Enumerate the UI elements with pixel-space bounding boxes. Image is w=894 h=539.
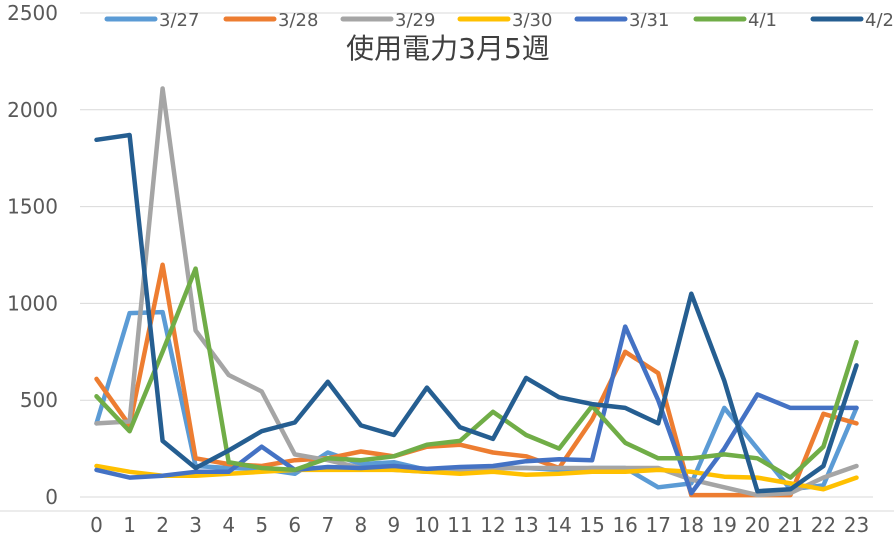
legend-label: 3/31 xyxy=(629,10,669,31)
x-tick-label: 15 xyxy=(579,513,604,535)
x-tick-label: 22 xyxy=(811,513,836,535)
x-tick-label: 18 xyxy=(679,513,704,535)
legend-entry: 3/29 xyxy=(340,10,435,31)
y-tick-label: 2000 xyxy=(7,98,58,122)
legend-label: 3/29 xyxy=(395,10,435,31)
y-tick-label: 1000 xyxy=(7,291,58,315)
x-tick-label: 14 xyxy=(546,513,571,535)
y-axis-ticks: 0 500 1000 1500 2000 2500 xyxy=(7,1,58,509)
y-tick-label: 0 xyxy=(45,485,58,509)
x-tick-label: 13 xyxy=(513,513,538,535)
y-tick-label: 2500 xyxy=(7,1,58,25)
x-tick-label: 16 xyxy=(612,513,637,535)
x-tick-label: 9 xyxy=(388,513,401,535)
x-tick-label: 21 xyxy=(778,513,803,535)
series-line-4-2 xyxy=(94,132,859,494)
series-line-3-30 xyxy=(94,463,859,492)
series-line-3-31 xyxy=(94,324,859,496)
x-tick-label: 11 xyxy=(447,513,472,535)
legend: 3/27 3/28 3/29 3/30 3/31 4/1 4/2 xyxy=(104,10,894,31)
x-tick-label: 20 xyxy=(745,513,770,535)
series-line-3-29 xyxy=(94,86,859,498)
legend-label: 3/28 xyxy=(278,10,318,31)
y-tick-label: 500 xyxy=(20,388,58,412)
legend-entry: 3/28 xyxy=(223,10,318,31)
x-tick-label: 4 xyxy=(222,513,235,535)
legend-entry: 3/27 xyxy=(104,10,199,31)
chart-title: 使用電力3月5週 xyxy=(346,32,550,65)
legend-entry: 4/2 xyxy=(810,10,894,31)
x-tick-label: 10 xyxy=(414,513,439,535)
x-axis-ticks: 0 1 2 3 4 5 6 7 8 9 10 11 12 13 14 15 16 17 18 19 20 21 22 23 xyxy=(90,513,869,537)
legend-entry: 3/30 xyxy=(457,10,552,31)
legend-label: 3/27 xyxy=(159,10,199,31)
x-tick-label: 1 xyxy=(123,513,136,535)
x-tick-label: 7 xyxy=(321,513,334,535)
x-tick-label: 8 xyxy=(354,513,367,535)
series-line-4-1 xyxy=(94,266,859,480)
legend-label: 4/1 xyxy=(748,10,777,31)
legend-label: 4/2 xyxy=(865,10,894,31)
x-tick-label: 5 xyxy=(255,513,268,535)
x-tick-label: 17 xyxy=(646,513,671,535)
legend-label: 3/30 xyxy=(512,10,552,31)
x-tick-label: 12 xyxy=(480,513,505,535)
x-tick-label: 3 xyxy=(189,513,202,535)
gridlines xyxy=(0,12,894,512)
x-tick-label: 19 xyxy=(712,513,737,535)
x-tick-label: 2 xyxy=(156,513,169,535)
legend-entry: 4/1 xyxy=(693,10,777,31)
x-tick-label: 6 xyxy=(288,513,301,535)
y-tick-label: 1500 xyxy=(7,195,58,219)
series-lines xyxy=(94,86,859,498)
legend-entry: 3/31 xyxy=(574,10,669,31)
series-line-3-28 xyxy=(94,262,859,498)
x-tick-label: 23 xyxy=(844,513,869,535)
x-tick-label: 0 xyxy=(90,513,103,535)
